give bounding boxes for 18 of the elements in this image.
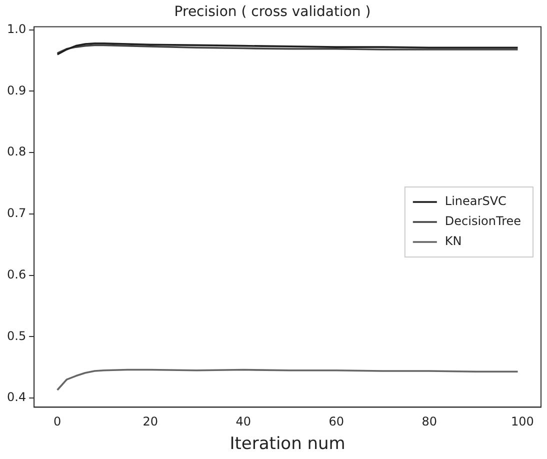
legend-label: DecisionTree: [444, 214, 522, 228]
y-tick-label: 1.0: [6, 22, 26, 36]
legend-label: KN: [444, 234, 462, 248]
x-tick-label: 40: [236, 414, 251, 429]
y-tick-label: 0.4: [6, 390, 26, 404]
y-tick-label: 0.9: [6, 83, 26, 98]
y-tick-label: 0.5: [6, 328, 26, 343]
x-tick-label: 60: [328, 414, 344, 429]
x-tick-label: 0: [54, 414, 62, 429]
chart-title: Precision ( cross validation ): [174, 4, 371, 20]
y-tick-label: 0.8: [6, 144, 26, 159]
x-tick-label: 20: [142, 414, 158, 429]
y-tick-label: 0.7: [6, 206, 26, 220]
x-tick-label: 100: [510, 414, 534, 429]
y-tick-label: 0.6: [6, 267, 26, 282]
x-tick-label: 80: [422, 414, 438, 429]
legend-label: LinearSVC: [444, 194, 506, 208]
x-axis-title: Iteration num: [230, 434, 346, 454]
